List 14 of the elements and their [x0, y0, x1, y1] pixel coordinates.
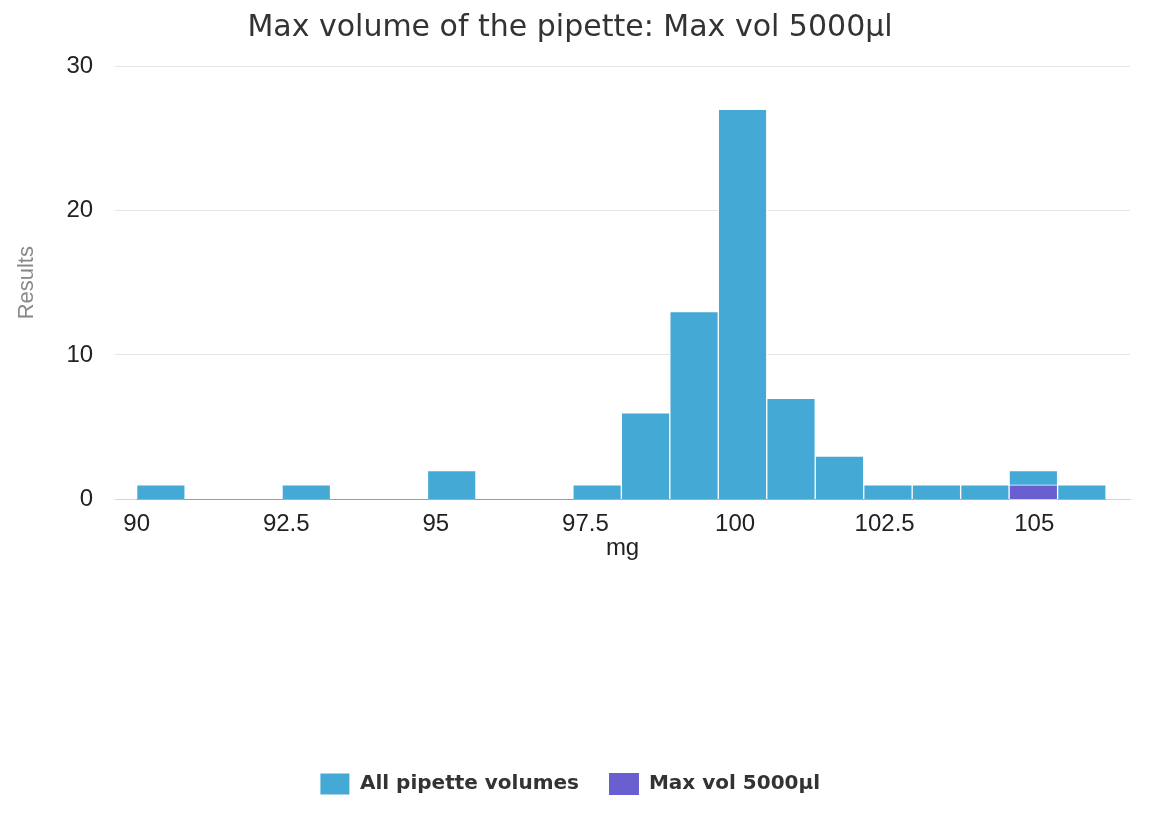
x-tick-label: 90: [123, 509, 150, 537]
y-tick-label: 20: [66, 195, 94, 223]
y-tick-label: 30: [66, 50, 94, 78]
x-tick-label: 105: [1014, 509, 1055, 537]
y-tick-label: 10: [66, 339, 94, 367]
legend-label: All pipette volumes: [359, 770, 579, 795]
x-tick-label: 92.5: [262, 509, 310, 537]
x-tick-label: 102.5: [854, 509, 915, 537]
y-tick-label: 0: [79, 484, 94, 512]
legend-label: Max vol 5000µl: [648, 770, 821, 795]
chart-title: Max volume of the pipette: Max vol 5000µl: [247, 7, 893, 43]
x-tick-label: 100: [715, 509, 756, 537]
y-axis-title: Results: [13, 246, 39, 320]
x-tick-label: 95: [422, 509, 450, 537]
